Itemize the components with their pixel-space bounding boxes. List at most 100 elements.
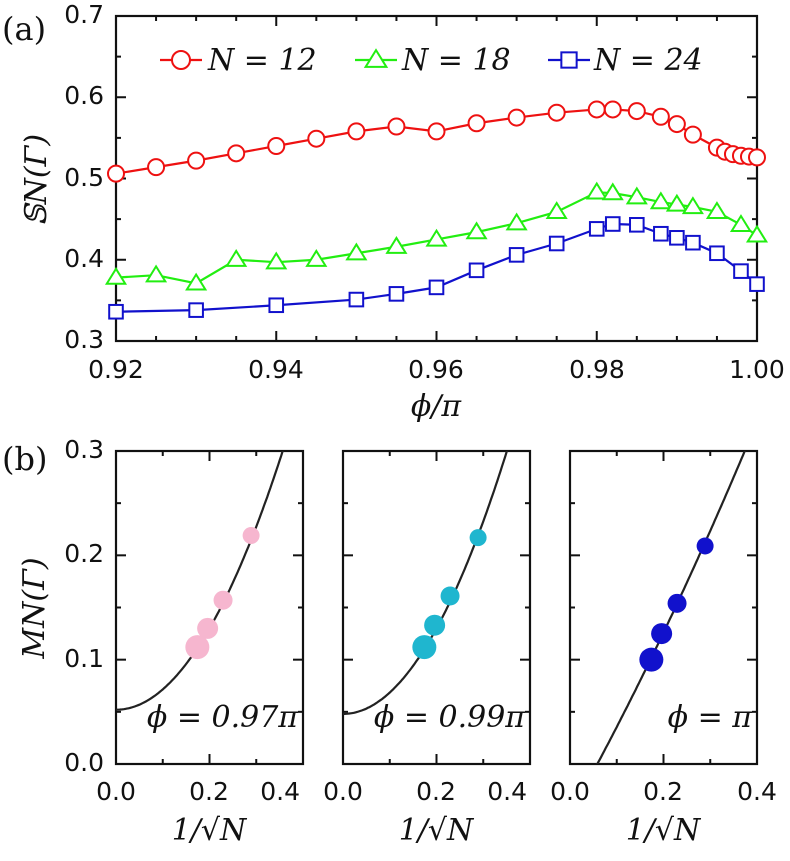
- b2-xtick-label: 0.4: [487, 777, 527, 806]
- data-point-N12: [547, 103, 566, 122]
- data-point-N12: [267, 137, 286, 155]
- data-point-N24: [548, 235, 565, 252]
- a-ylabel: 𝕊N(Γ): [19, 134, 54, 226]
- a-xtick-label: 1.00: [729, 355, 785, 384]
- data-point-N18: [305, 249, 328, 267]
- a-ytick-label: 0.6: [64, 81, 104, 110]
- panel-b-series: [116, 451, 746, 764]
- data-point-N24: [468, 262, 485, 279]
- data-point-N24: [508, 247, 525, 263]
- legend-label-N24: N = 24: [593, 43, 703, 78]
- b1-xtick-label: 0.0: [96, 777, 136, 806]
- data-point-N24: [653, 225, 669, 242]
- a-ytick-label: 0.5: [64, 163, 104, 192]
- a-xtick-label: 0.94: [248, 355, 304, 384]
- data-point-N12: [187, 151, 206, 170]
- annotation-phi-pi: ϕ = π: [668, 700, 754, 735]
- data-point-N12: [427, 122, 446, 141]
- data-point-N12: [307, 129, 326, 148]
- data-point-N12: [507, 108, 526, 127]
- b2-xlabel: 1/√N: [399, 813, 475, 848]
- data-point-subplot-2: [469, 529, 487, 547]
- data-point-N24: [604, 216, 621, 232]
- a-xtick-label: 0.96: [408, 355, 464, 384]
- panel-b-ticks: [115, 450, 758, 765]
- a-ytick-label: 0.7: [64, 0, 104, 29]
- data-point-N18: [225, 249, 248, 267]
- b3-xlabel: 1/√N: [626, 813, 702, 848]
- data-point-N18: [585, 181, 608, 200]
- data-point-N12: [651, 107, 670, 126]
- legend: N = 12 N = 18 N = 24: [160, 43, 703, 78]
- b2-xtick-label: 0.2: [416, 777, 456, 806]
- annotation-phi-097: ϕ = 0.97π: [147, 700, 299, 735]
- data-point-N18: [705, 201, 728, 219]
- data-point-subplot-2: [424, 614, 446, 636]
- data-point-N18: [345, 242, 368, 261]
- data-point-N18: [665, 193, 688, 212]
- data-point-N18: [265, 251, 288, 270]
- data-point-N12: [627, 102, 646, 121]
- a-ytick-label: 0.3: [64, 325, 104, 354]
- panel-a-series: [104, 100, 769, 320]
- annotation-phi-099: ϕ = 0.99π: [374, 700, 526, 735]
- b1-xtick-label: 0.2: [189, 777, 229, 806]
- data-point-N18: [729, 214, 753, 232]
- data-point-subplot-1: [242, 527, 260, 545]
- data-point-N24: [749, 276, 765, 292]
- data-point-subplot-1: [213, 590, 233, 610]
- data-point-N12: [347, 122, 366, 141]
- data-point-N12: [107, 164, 125, 183]
- b-ytick-label: 0.0: [64, 748, 104, 777]
- data-point-N24: [108, 303, 124, 320]
- data-point-N12: [227, 144, 246, 163]
- data-point-N18: [425, 228, 448, 247]
- data-point-subplot-3: [696, 537, 714, 555]
- data-point-subplot-2: [412, 635, 437, 660]
- fit-curve-1: [116, 451, 284, 711]
- data-point-subplot-2: [440, 586, 460, 606]
- a-xlabel: ϕ/π: [411, 389, 463, 424]
- legend-marker-N24: [560, 51, 578, 69]
- data-point-N12: [147, 158, 166, 177]
- b2-xtick-label: 0.0: [323, 777, 363, 806]
- data-point-N12: [467, 114, 486, 133]
- data-point-N18: [625, 186, 648, 205]
- legend-marker-N18: [363, 48, 389, 68]
- panel-b-label: (b): [2, 440, 47, 478]
- data-point-N12: [603, 100, 622, 119]
- b3-xtick-label: 0.2: [643, 777, 683, 806]
- data-point-subplot-3: [651, 623, 673, 645]
- a-xtick-label: 0.98: [569, 355, 625, 384]
- data-point-N18: [745, 224, 769, 243]
- data-point-N24: [348, 291, 365, 308]
- legend-label-N12: N = 12: [207, 43, 317, 78]
- data-point-N24: [428, 279, 445, 296]
- b3-xtick-label: 0.4: [737, 777, 777, 806]
- a-ytick-label: 0.4: [64, 244, 104, 273]
- panel-a-label: (a): [2, 10, 46, 48]
- data-point-N12: [387, 117, 406, 136]
- data-point-subplot-1: [185, 635, 210, 660]
- b-ylabel: MN(Γ): [17, 557, 52, 659]
- data-point-N18: [545, 201, 568, 219]
- data-point-N18: [385, 236, 408, 254]
- data-point-N24: [268, 297, 285, 314]
- data-point-N18: [681, 196, 704, 215]
- data-point-N18: [505, 212, 528, 231]
- b-ytick-label: 0.1: [64, 644, 104, 673]
- b1-xtick-label: 0.4: [260, 777, 300, 806]
- data-point-subplot-3: [639, 647, 664, 672]
- data-point-N12: [667, 115, 686, 134]
- data-point-N24: [733, 263, 749, 279]
- b-ytick-label: 0.3: [64, 435, 104, 464]
- data-point-N24: [388, 286, 405, 302]
- data-point-N18: [649, 191, 672, 210]
- a-xtick-label: 0.92: [88, 355, 144, 384]
- b1-xlabel: 1/√N: [172, 813, 248, 848]
- data-point-N18: [104, 266, 128, 285]
- data-point-N18: [185, 272, 208, 291]
- data-point-N12: [683, 125, 702, 144]
- data-point-N24: [188, 302, 204, 318]
